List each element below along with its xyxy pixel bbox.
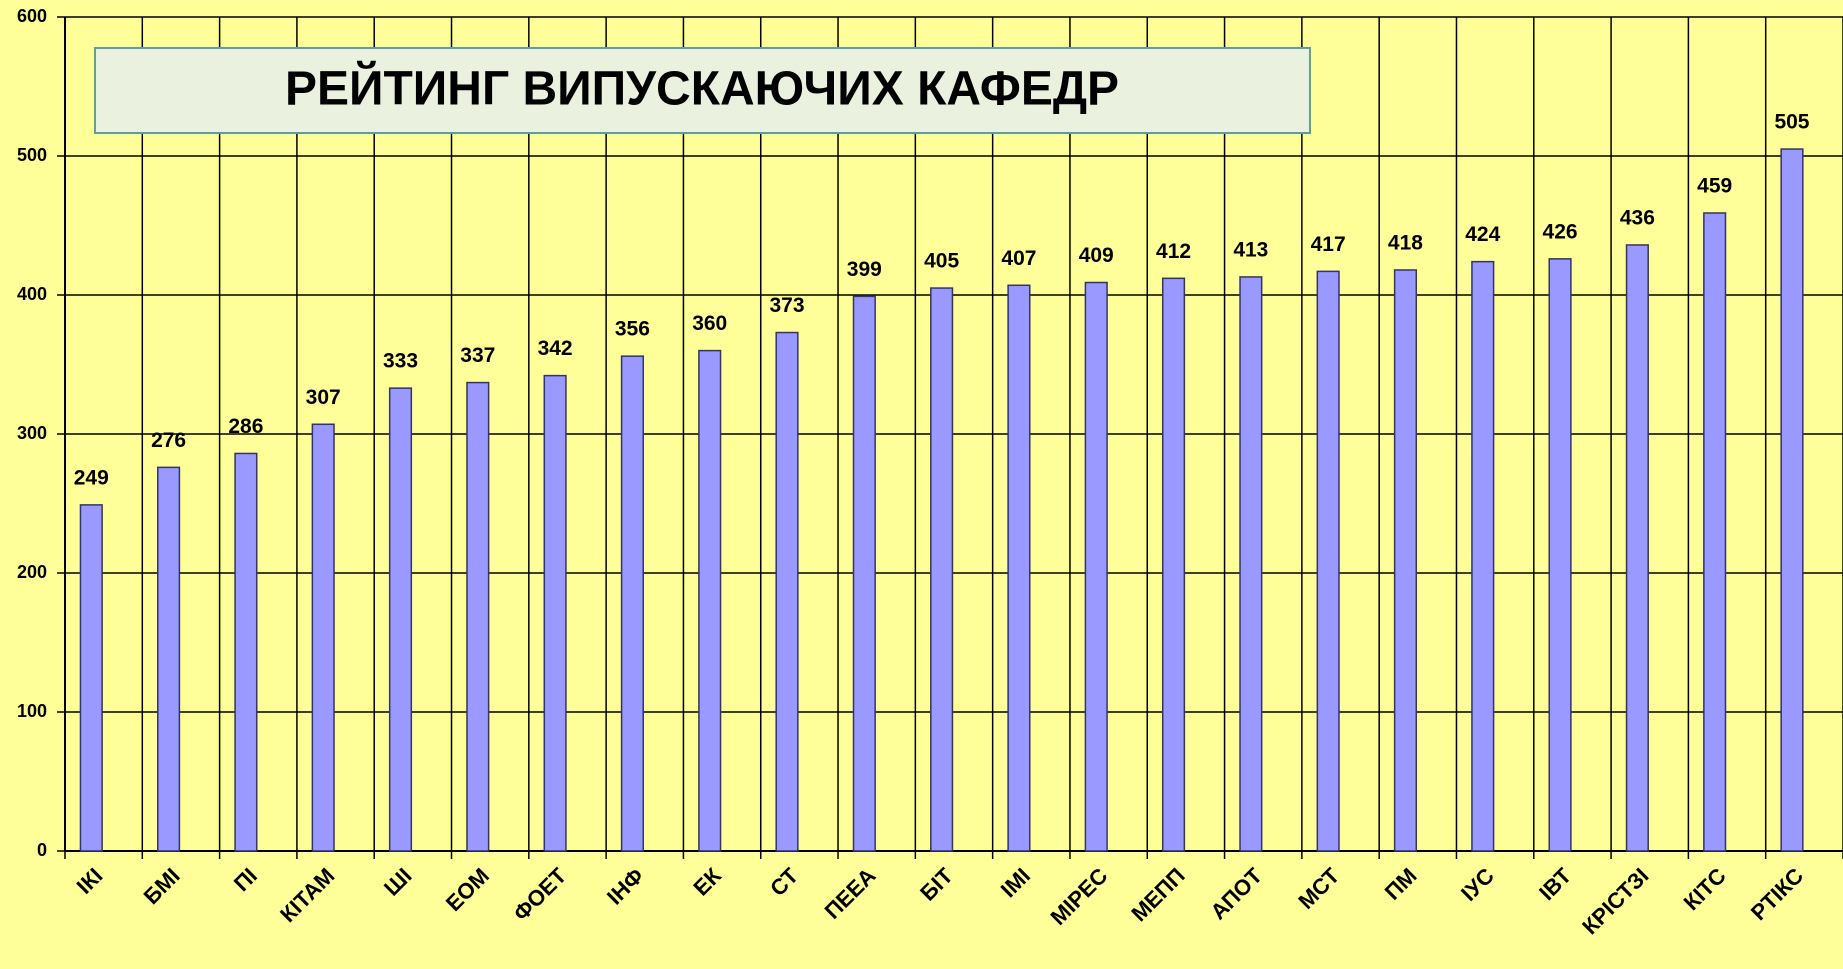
bar — [1548, 258, 1572, 852]
title-box — [94, 47, 1311, 134]
bar — [1471, 260, 1495, 852]
bar — [466, 381, 490, 852]
bar — [1780, 148, 1804, 852]
value-label: 249 — [74, 466, 109, 489]
bar — [1393, 269, 1418, 852]
bar — [388, 387, 413, 852]
value-label: 424 — [1465, 223, 1500, 246]
bar — [1007, 284, 1031, 852]
bar — [852, 295, 876, 852]
chart-title: РЕЙТИНГ ВИПУСКАЮЧИХ КАФЕДР — [285, 61, 1119, 116]
value-label: 436 — [1620, 207, 1655, 230]
bar — [1703, 212, 1727, 852]
value-label: 333 — [383, 350, 418, 373]
value-label: 286 — [228, 415, 263, 438]
bar — [1316, 270, 1340, 852]
bar — [1084, 281, 1108, 852]
y-tick-label: 300 — [17, 423, 47, 443]
bar — [1239, 276, 1263, 852]
y-tick-label: 200 — [17, 562, 47, 582]
y-tick-label: 600 — [17, 6, 47, 26]
bar — [775, 331, 799, 852]
value-label: 337 — [460, 344, 495, 367]
bar — [79, 504, 103, 852]
bar — [1161, 277, 1186, 852]
value-label: 360 — [692, 312, 727, 335]
bar — [930, 287, 954, 852]
value-label: 307 — [306, 386, 341, 409]
y-tick-label: 0 — [37, 840, 47, 860]
value-label: 407 — [1001, 247, 1036, 270]
bar — [698, 349, 722, 852]
value-label: 412 — [1156, 240, 1191, 263]
value-label: 356 — [615, 318, 650, 341]
y-tick-label: 100 — [17, 701, 47, 721]
bar — [311, 423, 335, 852]
value-label: 413 — [1233, 238, 1268, 261]
bar — [157, 466, 181, 852]
bar — [1625, 244, 1649, 852]
value-label: 342 — [538, 337, 573, 360]
value-label: 409 — [1079, 244, 1114, 267]
y-tick-label: 400 — [17, 284, 47, 304]
value-label: 418 — [1388, 232, 1423, 255]
bar — [620, 355, 644, 852]
y-tick-label: 500 — [17, 145, 47, 165]
value-label: 426 — [1543, 220, 1578, 243]
value-label: 373 — [769, 294, 804, 317]
value-label: 417 — [1311, 233, 1346, 256]
value-label: 459 — [1697, 175, 1732, 198]
bar — [543, 374, 567, 852]
bar — [234, 452, 258, 852]
value-label: 399 — [847, 258, 882, 281]
value-label: 276 — [151, 429, 186, 452]
value-label: 405 — [924, 250, 959, 273]
value-label: 505 — [1774, 111, 1809, 134]
